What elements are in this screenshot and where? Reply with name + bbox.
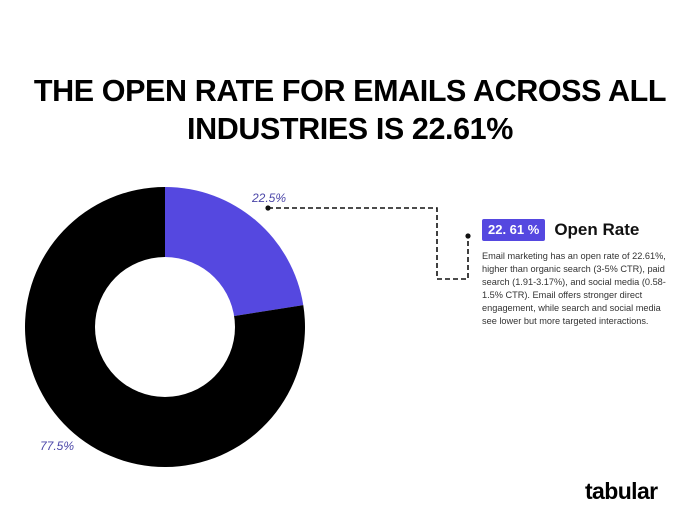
connector-end-dot xyxy=(465,233,471,239)
open-rate-badge: 22. 61 % xyxy=(482,219,546,241)
slice-label-open: 22.5% xyxy=(251,191,286,205)
open-rate-label: Open Rate xyxy=(554,220,640,239)
connector-start-dot xyxy=(265,205,271,211)
title-line-1: THE OPEN RATE FOR EMAILS ACROSS ALL xyxy=(33,74,667,108)
open-rate-callout: 22. 61 % Open Rate Email marketing has a… xyxy=(482,219,682,328)
title-line-2: INDUSTRIES IS 22.61% xyxy=(187,112,513,146)
chart-title: THE OPEN RATE FOR EMAILS ACROSS ALL INDU… xyxy=(0,72,700,148)
donut-hole xyxy=(95,257,235,397)
slice-label-not-opened: 77.5% xyxy=(40,439,74,453)
callout-connector-line xyxy=(268,207,469,280)
open-rate-description: Email marketing has an open rate of 22.6… xyxy=(482,251,666,326)
callout-header: 22. 61 % Open Rate xyxy=(482,219,682,241)
brand-logo: tabular xyxy=(585,478,658,504)
